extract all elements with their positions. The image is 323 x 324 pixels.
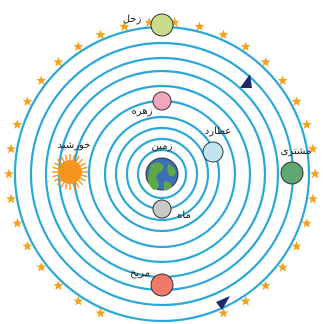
sun-ray (64, 154, 68, 161)
star (6, 193, 17, 204)
direction-arrows (216, 74, 252, 310)
saturn-label: زحل (123, 14, 142, 25)
sun-ray (56, 179, 63, 186)
star (53, 56, 64, 67)
sun-ray (54, 162, 60, 167)
sun-ray (81, 166, 88, 170)
planet-mercury: عطارد (202, 126, 232, 163)
sun-ray (64, 183, 68, 190)
earth-land (148, 162, 176, 191)
venus-body (152, 91, 172, 111)
mars-label: مریخ (130, 268, 150, 279)
star (277, 75, 288, 85)
star (260, 56, 271, 67)
orbit-direction-arrow-upper (240, 74, 252, 88)
star (260, 280, 271, 291)
sun-ray (80, 162, 86, 167)
sun-ray (52, 166, 59, 170)
star (36, 262, 47, 272)
star (73, 296, 84, 306)
star (144, 17, 155, 27)
mercury-body (202, 141, 224, 163)
sun: خورشید (52, 140, 90, 190)
sun-ray (60, 156, 65, 162)
sun-ray (75, 182, 80, 188)
star (22, 96, 33, 106)
star (12, 218, 23, 228)
orbit-ring-4 (103, 115, 221, 233)
sun-label: خورشید (58, 140, 91, 151)
planet-mars: مریخ (130, 268, 174, 297)
sun-ray (75, 156, 80, 162)
sun-ray (60, 182, 65, 188)
star (301, 119, 312, 129)
star (277, 262, 288, 272)
orbit-ring-3 (114, 126, 210, 222)
planet-jupiter: مشتری (280, 146, 312, 185)
orbit-direction-arrow-lower (216, 296, 230, 310)
star (95, 29, 106, 40)
sun-ray (54, 177, 60, 182)
moon-label: ماه (177, 210, 191, 221)
sun-body (58, 160, 82, 184)
planet-venus: زهره (132, 91, 172, 117)
jupiter-label: مشتری (281, 146, 312, 157)
star (218, 308, 229, 318)
sun-ray (52, 174, 59, 178)
star (119, 21, 130, 31)
star (307, 143, 318, 154)
sun-ray (77, 158, 84, 165)
star (291, 96, 302, 106)
venus-label: زهره (132, 106, 153, 117)
star (218, 29, 229, 40)
jupiter-body (280, 161, 304, 185)
star (73, 41, 84, 51)
planet-saturn: زحل (123, 13, 174, 37)
star (36, 75, 47, 85)
star (4, 168, 14, 179)
star-ring (4, 17, 320, 318)
sun-ray (80, 177, 86, 182)
planet-earth: زمین (145, 141, 179, 191)
moon: ماه (152, 199, 191, 221)
star (169, 17, 180, 27)
star (95, 308, 106, 318)
star (240, 41, 251, 51)
sun-ray (72, 183, 76, 190)
mars-body (150, 273, 174, 297)
star (6, 143, 17, 154)
moon-body (152, 199, 172, 219)
star (291, 241, 302, 251)
sun-ray (81, 174, 88, 178)
orbit-ring-1 (136, 148, 188, 200)
star (53, 280, 64, 291)
sun-ray (72, 154, 76, 161)
mercury-label: عطارد (205, 126, 232, 137)
star (12, 119, 23, 129)
sun-ray (56, 158, 63, 165)
star (194, 21, 205, 31)
sun-rays (52, 154, 88, 190)
earth-label: زمین (152, 141, 173, 152)
sun-ray (77, 179, 84, 186)
star (310, 168, 320, 179)
star (22, 241, 33, 251)
star (307, 193, 318, 204)
star (301, 218, 312, 228)
star (240, 296, 251, 306)
saturn-body (150, 13, 174, 37)
